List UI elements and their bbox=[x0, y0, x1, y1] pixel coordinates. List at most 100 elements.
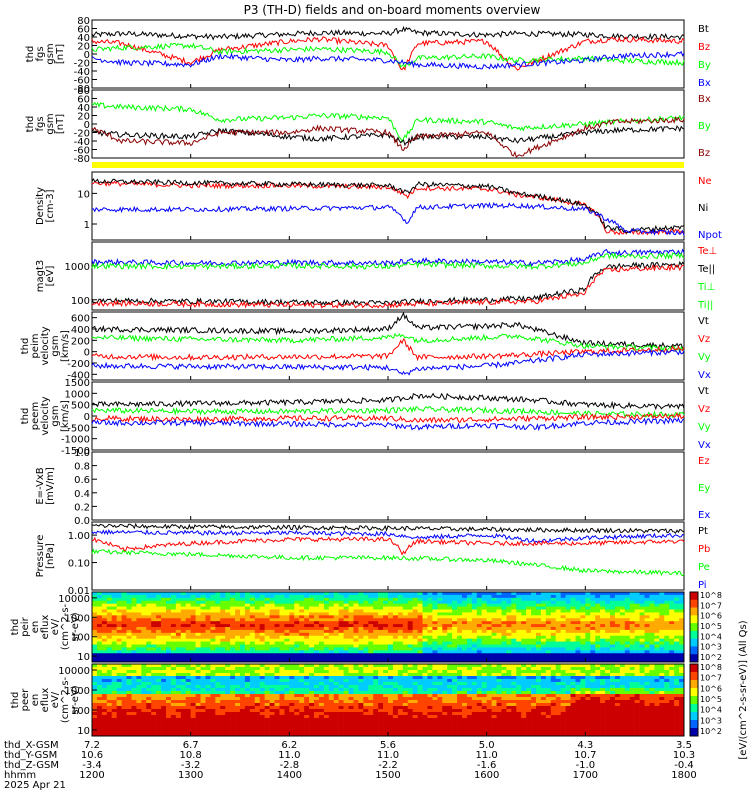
spectrogram-cell bbox=[432, 709, 438, 713]
spectrogram-cell bbox=[121, 685, 127, 689]
spectrogram-cell bbox=[506, 603, 512, 607]
spectrogram-cell bbox=[358, 664, 364, 668]
spectrogram-cell bbox=[205, 656, 211, 660]
spectrogram-cell bbox=[348, 688, 354, 692]
spectrogram-cell bbox=[422, 600, 428, 604]
spectrogram-cell bbox=[378, 641, 384, 645]
spectrogram-cell bbox=[610, 650, 616, 654]
spectrogram-cell bbox=[304, 632, 310, 637]
spectrogram-cell bbox=[205, 691, 211, 695]
spectrogram-cell bbox=[249, 703, 256, 707]
spectrogram-cell bbox=[457, 632, 463, 637]
spectrogram-cell bbox=[309, 597, 315, 602]
spectrogram-cell bbox=[195, 621, 201, 625]
spectrogram-cell bbox=[279, 659, 285, 663]
spectrogram-cell bbox=[437, 733, 443, 737]
spectrogram-cell bbox=[131, 641, 137, 645]
spectrogram-cell bbox=[92, 627, 98, 631]
ytick-label: 1000 bbox=[65, 262, 90, 273]
spectrogram-cell bbox=[575, 618, 581, 622]
spectrogram-cell bbox=[491, 624, 497, 628]
spectrogram-cell bbox=[289, 679, 295, 683]
spectrogram-cell bbox=[417, 641, 423, 645]
spectrogram-cell bbox=[299, 624, 305, 628]
spectrogram-cell bbox=[383, 709, 389, 713]
spectrogram-cell bbox=[96, 638, 103, 642]
spectrogram-cell bbox=[96, 641, 103, 645]
spectrogram-cell bbox=[452, 603, 458, 607]
spectrogram-cell bbox=[664, 600, 670, 604]
spectrogram-cell bbox=[141, 603, 147, 607]
spectrogram-cell bbox=[610, 635, 616, 639]
spectrogram-cell bbox=[402, 594, 409, 599]
spectrogram-cell bbox=[235, 688, 241, 692]
spectrogram-cell bbox=[274, 629, 280, 634]
spectrogram-cell bbox=[649, 606, 655, 610]
spectrogram-cell bbox=[240, 694, 246, 698]
spectrogram-cell bbox=[106, 673, 113, 677]
spectrogram-cell bbox=[259, 618, 265, 622]
spectrogram-cell bbox=[220, 667, 226, 671]
spectrogram-cell bbox=[314, 659, 320, 663]
spectrogram-cell bbox=[156, 679, 162, 683]
spectrogram-cell bbox=[378, 727, 384, 731]
spectrogram-cell bbox=[151, 632, 157, 637]
spectrogram-cell bbox=[254, 667, 261, 671]
spectrogram-cell bbox=[259, 706, 265, 710]
spectrogram-cell bbox=[422, 703, 428, 707]
spectrogram-cell bbox=[422, 673, 428, 677]
spectrogram-cell bbox=[141, 606, 147, 610]
spectrogram-cell bbox=[412, 641, 418, 645]
series-line-by bbox=[91, 101, 685, 144]
spectrogram-cell bbox=[432, 594, 438, 599]
spectrogram-cell bbox=[368, 615, 374, 619]
spectrogram-cell bbox=[575, 635, 581, 639]
spectrogram-cell bbox=[106, 597, 113, 602]
spectrogram-cell bbox=[580, 609, 586, 613]
spectrogram-cell bbox=[373, 647, 379, 651]
spectrogram-cell bbox=[259, 627, 265, 631]
spectrogram-cell bbox=[437, 673, 443, 677]
spectrogram-cell bbox=[175, 656, 182, 660]
spectrogram-cell bbox=[225, 664, 231, 668]
spectrogram-cell bbox=[264, 712, 270, 716]
spectrogram-cell bbox=[649, 656, 655, 660]
spectrogram-cell bbox=[590, 647, 596, 651]
spectrogram-cell bbox=[205, 682, 211, 686]
spectrogram-cell bbox=[373, 629, 379, 634]
spectrogram-cell bbox=[397, 673, 404, 677]
spectrogram-cell bbox=[284, 670, 290, 674]
ylabel-line: [km/s] bbox=[60, 400, 71, 432]
spectrogram-cell bbox=[457, 644, 463, 648]
spectrogram-cell bbox=[417, 618, 423, 622]
spectrogram-cell bbox=[412, 679, 418, 683]
spectrogram-cell bbox=[151, 727, 157, 731]
ytick-label: 80 bbox=[77, 86, 90, 97]
spectrogram-cell bbox=[92, 621, 98, 625]
spectrogram-cell bbox=[373, 709, 379, 713]
spectrogram-cell bbox=[323, 676, 330, 680]
spectrogram-cell bbox=[348, 618, 354, 622]
spectrogram-cell bbox=[166, 600, 172, 604]
spectrogram-cell bbox=[392, 715, 399, 719]
spectrogram-cell bbox=[141, 712, 147, 716]
spectrogram-cell bbox=[136, 606, 142, 610]
spectrogram-cell bbox=[649, 635, 655, 639]
spectrogram-cell bbox=[378, 673, 384, 677]
spectrogram-cell bbox=[491, 621, 497, 625]
spectrogram-cell bbox=[259, 594, 265, 599]
spectrogram-cell bbox=[269, 691, 275, 695]
spectrogram-cell bbox=[244, 621, 251, 625]
spectrogram-cell bbox=[373, 718, 379, 722]
spectrogram-cell bbox=[304, 715, 310, 719]
spectrogram-cell bbox=[309, 673, 315, 677]
spectrogram-cell bbox=[166, 650, 172, 654]
spectrogram-cell bbox=[323, 597, 330, 602]
spectrogram-cell bbox=[373, 659, 379, 663]
spectrogram-cell bbox=[318, 600, 325, 604]
spectrogram-cell bbox=[244, 679, 251, 683]
spectrogram-cell bbox=[679, 624, 685, 628]
spectrogram-cell bbox=[96, 706, 103, 710]
spectrogram-cell bbox=[338, 703, 344, 707]
spectrogram-cell bbox=[96, 667, 103, 671]
